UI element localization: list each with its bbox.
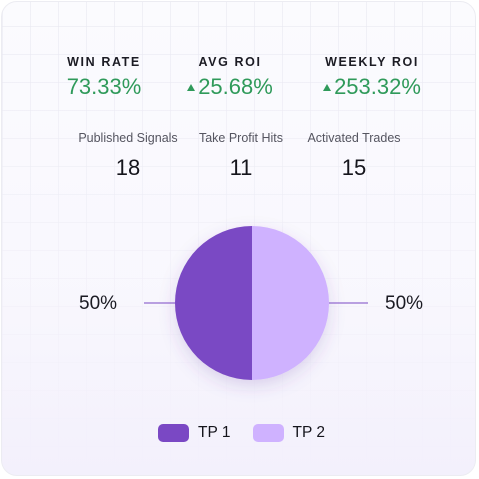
avg-roi-stat: AVG ROI 25.68% bbox=[150, 54, 310, 100]
legend-item-tp2[interactable]: TP 2 bbox=[252, 424, 325, 442]
take-profit-hits-stat: Take Profit Hits 11 bbox=[171, 130, 311, 181]
chart-legend: TP 1 TP 2 bbox=[2, 424, 475, 442]
win-rate-stat: WIN RATE 73.33% bbox=[24, 54, 184, 100]
win-rate-value: 73.33% bbox=[66, 74, 142, 99]
avg-roi-label: AVG ROI bbox=[198, 55, 262, 69]
activated-trades-value: 15 bbox=[341, 155, 367, 180]
weekly-roi-label: WEEKLY ROI bbox=[325, 55, 419, 69]
published-signals-stat: Published Signals 18 bbox=[58, 130, 198, 181]
pie-slice-tp2[interactable] bbox=[252, 226, 329, 380]
trend-up-icon bbox=[323, 84, 332, 91]
win-rate-label: WIN RATE bbox=[67, 55, 141, 69]
legend-item-tp1[interactable]: TP 1 bbox=[158, 424, 231, 442]
avg-roi-value: 25.68% bbox=[150, 74, 310, 100]
activated-trades-label: Activated Trades bbox=[307, 131, 401, 145]
slice-label-tp1: 50% bbox=[79, 293, 118, 314]
take-profit-hits-label: Take Profit Hits bbox=[198, 131, 284, 145]
legend-swatch-tp2 bbox=[252, 424, 284, 442]
pie-slice-tp1[interactable] bbox=[175, 226, 252, 380]
activated-trades-stat: Activated Trades 15 bbox=[284, 130, 424, 181]
legend-label-tp1: TP 1 bbox=[198, 424, 231, 441]
legend-swatch-tp1 bbox=[158, 424, 190, 442]
published-signals-label: Published Signals bbox=[78, 131, 178, 145]
weekly-roi-value: 253.32% bbox=[292, 74, 452, 100]
take-profit-hits-value: 11 bbox=[229, 155, 253, 180]
trend-up-icon bbox=[187, 84, 196, 91]
legend-label-tp2: TP 2 bbox=[292, 424, 325, 441]
weekly-roi-stat: WEEKLY ROI 253.32% bbox=[292, 54, 452, 100]
published-signals-value: 18 bbox=[115, 155, 141, 180]
tp-pie-chart bbox=[144, 226, 368, 380]
slice-label-tp2: 50% bbox=[385, 293, 424, 314]
